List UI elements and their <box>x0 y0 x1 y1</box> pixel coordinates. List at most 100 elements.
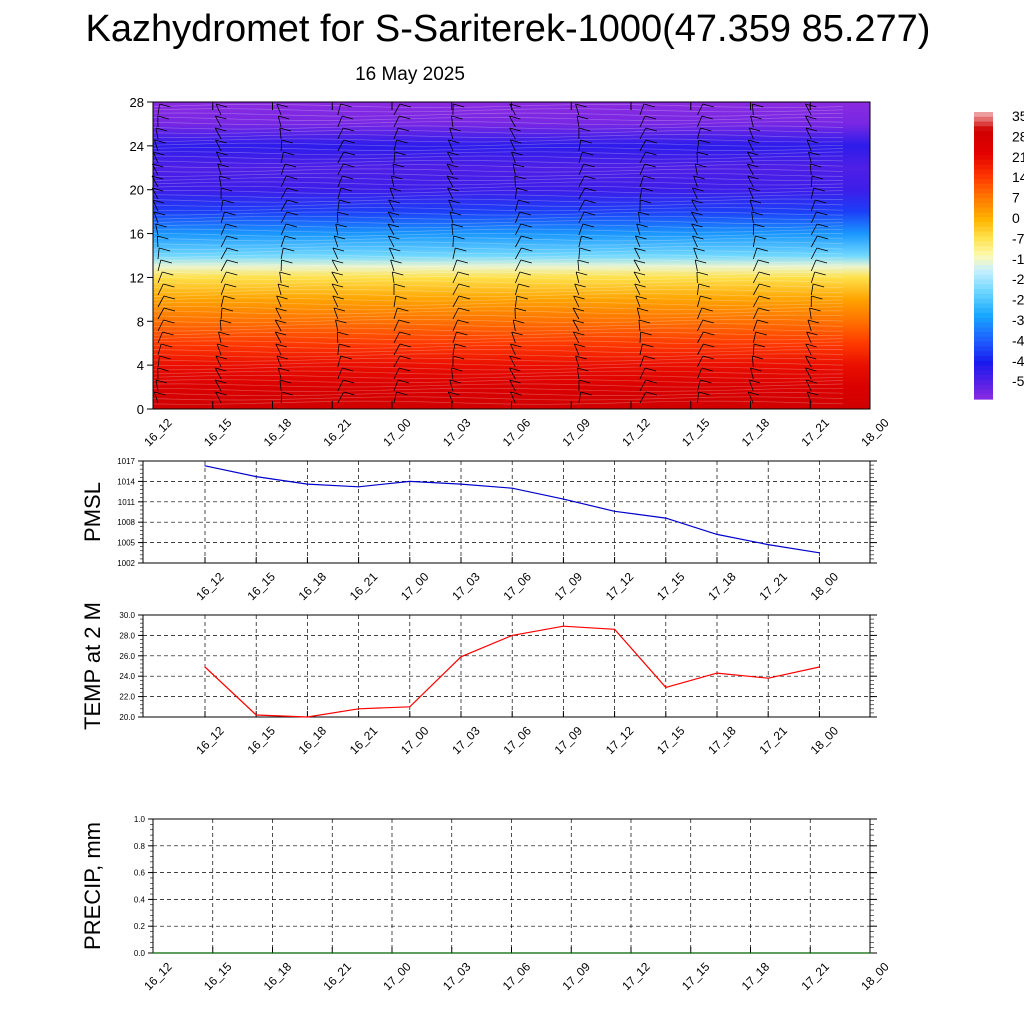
wind-barb <box>155 223 167 228</box>
wind-barb <box>215 139 227 144</box>
wind-barb <box>399 115 411 120</box>
wind-barb <box>578 391 582 404</box>
wind-barb <box>333 307 346 312</box>
wind-barb <box>452 271 459 284</box>
wind-barb <box>748 127 754 140</box>
wind-barb <box>220 259 228 272</box>
colorbar-segment <box>974 222 993 228</box>
wind-barb <box>446 175 454 188</box>
x-tick-label: 17_18 <box>739 415 773 449</box>
contour-line <box>152 250 844 255</box>
pmsl-point <box>409 480 411 482</box>
wind-barb <box>810 283 814 296</box>
wind-barb <box>155 379 168 384</box>
wind-barb <box>752 307 759 320</box>
wind-barb <box>634 283 641 296</box>
wind-barb <box>584 187 596 192</box>
x-tick-label: 17_09 <box>559 959 593 993</box>
wind-barb <box>645 391 658 396</box>
wind-barb <box>337 103 342 116</box>
wind-barb <box>276 355 288 360</box>
wind-barb <box>752 259 759 272</box>
contour-line <box>152 267 844 272</box>
wind-barb <box>511 151 516 164</box>
contour-line <box>152 284 844 289</box>
wind-barb <box>337 187 342 200</box>
wind-barb <box>691 211 698 224</box>
x-tick-label: 17_18 <box>739 959 773 993</box>
wind-barb <box>448 199 454 212</box>
wind-barb <box>280 151 284 164</box>
wind-barb <box>636 307 641 320</box>
x-tick-label: 17_15 <box>679 959 713 993</box>
contour-line <box>152 357 844 362</box>
wind-barb <box>521 235 533 240</box>
colorbar-segment <box>974 384 993 391</box>
temp-2m-point <box>511 634 513 637</box>
contour-line <box>152 142 844 147</box>
wind-barb <box>331 271 343 276</box>
x-tick-label: 17_12 <box>619 415 653 449</box>
wind-barb <box>214 379 222 392</box>
wind-barb <box>514 283 519 296</box>
contour-line <box>152 276 844 280</box>
wind-barb <box>163 319 175 324</box>
temp-2m-point <box>409 706 411 708</box>
wind-barb <box>276 103 282 116</box>
wind-barb <box>399 343 412 348</box>
wind-barb <box>393 139 397 152</box>
wind-barb <box>396 139 408 144</box>
wind-barb <box>575 103 587 108</box>
contour-line <box>152 104 844 108</box>
x-tick-label: 16_15 <box>244 723 278 757</box>
wind-barb <box>578 247 581 260</box>
wind-barb <box>808 151 812 164</box>
wind-barb <box>449 127 461 132</box>
x-tick-label: 17_06 <box>500 723 534 757</box>
wind-barb <box>643 355 656 360</box>
wind-barb <box>219 175 231 180</box>
wind-barb <box>332 247 345 252</box>
wind-barb <box>701 115 713 120</box>
wind-barb <box>452 307 459 320</box>
wind-barb <box>335 319 339 332</box>
wind-barb <box>644 163 656 168</box>
x-tick-label: 16_12 <box>193 723 227 757</box>
x-tick-label: 17_18 <box>705 569 739 603</box>
wind-barb <box>393 283 406 288</box>
wind-barb <box>395 295 407 300</box>
colorbar-segment <box>974 336 993 343</box>
wind-barb <box>572 319 580 332</box>
contour-line <box>152 263 844 268</box>
wind-barb <box>335 319 347 324</box>
y-tick-label: 0.2 <box>134 922 146 931</box>
wind-barb <box>215 367 227 372</box>
wind-barb <box>453 355 465 360</box>
precip-point <box>809 952 811 954</box>
pmsl-point <box>255 476 257 478</box>
wind-barb <box>702 355 714 360</box>
wind-barb <box>163 307 176 312</box>
precip-point <box>630 952 632 954</box>
wind-barb <box>635 235 641 248</box>
wind-barb <box>810 175 813 188</box>
colorbar-segment <box>974 150 993 156</box>
colorbar-segment <box>974 351 993 357</box>
wind-barb <box>153 211 166 216</box>
wind-barb <box>220 283 226 296</box>
colorbar-label: 14 <box>1012 169 1024 185</box>
wind-barb <box>280 139 283 152</box>
colorbar-segment <box>974 236 993 242</box>
colorbar-segment <box>974 327 993 333</box>
colorbar-label: 7 <box>1012 190 1020 206</box>
wind-barb <box>645 139 658 144</box>
colorbar-segment <box>974 293 993 300</box>
wind-barb <box>805 355 817 360</box>
pmsl-point <box>665 517 667 519</box>
colorbar-label: 21 <box>1012 149 1024 165</box>
wind-barb <box>276 355 282 368</box>
wind-barb <box>748 379 761 384</box>
wind-barb <box>748 187 754 200</box>
colorbar-segment <box>974 131 993 137</box>
contour-line <box>152 319 844 323</box>
